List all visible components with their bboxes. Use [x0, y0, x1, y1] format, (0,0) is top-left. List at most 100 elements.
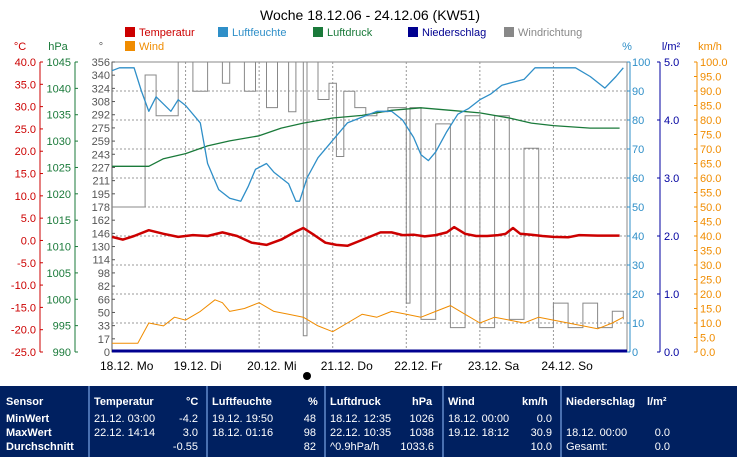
temperature-axis-tick: -20.0 — [11, 325, 36, 337]
direction-axis-tick: 308 — [92, 97, 110, 109]
wind-axis-tick: 60.0 — [700, 173, 721, 185]
direction-axis-tick: 162 — [92, 215, 110, 227]
table-cell-temp-val: -0.55 — [172, 441, 198, 453]
direction-axis-tick: 275 — [92, 123, 110, 135]
pressure-axis-tick: 1035 — [47, 110, 71, 122]
table-cell-temp-time: 22.12. 14:14 — [94, 427, 156, 439]
rain-axis-tick: 5.0 — [664, 57, 679, 69]
direction-axis-tick: 340 — [92, 70, 110, 82]
x-tick-label: 19.12. Di — [174, 359, 222, 373]
temp-header: Temperatur — [94, 396, 154, 408]
axis-unit-label: °C — [14, 41, 26, 53]
axis-unit-label: ° — [99, 41, 103, 53]
hum-unit: % — [308, 396, 318, 408]
rain-axis-tick: 3.0 — [664, 173, 679, 185]
table-cell-wind-val: 30.9 — [530, 427, 552, 439]
temperature-axis-tick: -5.0 — [17, 258, 36, 270]
table-cell-wind-time: 18.12. 00:00 — [448, 413, 510, 425]
x-tick-label: 20.12. Mi — [247, 359, 296, 373]
table-cell-press-val: 1033.6 — [400, 441, 434, 453]
wind-axis-tick: 40.0 — [700, 231, 721, 243]
temperature-axis-tick: 10.0 — [15, 191, 36, 203]
legend-label: Niederschlag — [422, 27, 486, 39]
x-tick-label: 24.12. So — [541, 359, 593, 373]
pressure-axis-tick: 1045 — [47, 57, 71, 69]
humidity-axis-tick: 90 — [632, 86, 644, 98]
hum-header: Luftfeuchte — [212, 396, 272, 408]
chart-title: Woche 18.12.06 - 24.12.06 (KW51) — [260, 7, 480, 23]
series-line-luftdruck — [112, 107, 620, 167]
wind-axis-tick: 10.0 — [700, 318, 721, 330]
temperature-axis-tick: 25.0 — [15, 124, 36, 136]
legend-swatch — [218, 27, 228, 37]
weather-chart: Woche 18.12.06 - 24.12.06 (KW51) Tempera… — [11, 7, 728, 380]
direction-axis-tick: 211 — [92, 176, 110, 188]
table-cell-label: MinWert — [6, 413, 50, 425]
pressure-axis-tick: 1020 — [47, 189, 71, 201]
humidity-axis-tick: 80 — [632, 115, 644, 127]
current-position-marker — [303, 372, 311, 380]
legend-swatch — [504, 27, 514, 37]
direction-axis-tick: 146 — [92, 228, 110, 240]
temperature-axis-tick: 35.0 — [15, 79, 36, 91]
direction-axis-tick: 50 — [98, 307, 110, 319]
temperature-axis-tick: -10.0 — [11, 280, 36, 292]
temperature-axis-tick: 30.0 — [15, 102, 36, 114]
series-line-luftfeuchte — [111, 67, 624, 202]
table-cell-rain-time: 18.12. 00:00 — [566, 427, 628, 439]
pressure-axis-tick: 1010 — [47, 242, 71, 254]
pressure-axis-tick: 1015 — [47, 215, 71, 227]
legend-label: Windrichtung — [518, 27, 582, 39]
direction-axis-tick: 130 — [92, 242, 110, 254]
direction-axis-tick: 178 — [92, 202, 110, 214]
wind-unit: km/h — [522, 396, 548, 408]
axis-unit-labels: °C hPa °% l/m² km/h — [14, 41, 722, 53]
humidity-axis-tick: 40 — [632, 231, 644, 243]
legend-label: Temperatur — [139, 27, 195, 39]
table-cell-hum-val: 98 — [303, 427, 316, 439]
table-cell-label: Durchschnitt — [6, 441, 74, 453]
series-lines — [111, 61, 627, 353]
humidity-axis-tick: 0 — [632, 347, 638, 359]
rain-unit: l/m² — [647, 396, 667, 408]
table-cell-temp-val: 3.0 — [182, 427, 198, 439]
direction-axis-tick: 66 — [98, 294, 110, 306]
wind-axis-tick: 25.0 — [700, 275, 721, 287]
humidity-axis-tick: 100 — [632, 57, 650, 69]
temperature-axis-tick: -15.0 — [11, 302, 36, 314]
pressure-axis-tick: 995 — [53, 321, 71, 333]
direction-axis-tick: 33 — [98, 321, 110, 333]
direction-axis-tick: 227 — [92, 162, 110, 174]
table-cell-wind-time: 19.12. 18:12 — [448, 427, 510, 439]
press-header: Luftdruck — [330, 396, 381, 408]
table-cell-press-time: ^0.9hPa/h — [330, 441, 380, 453]
pressure-axis-tick: 1005 — [47, 268, 71, 280]
wind-axis-tick: 5.0 — [700, 333, 715, 345]
table-cell-hum-time: 19.12. 19:50 — [212, 413, 274, 425]
table-cell-temp-time: 21.12. 03:00 — [94, 413, 156, 425]
series-line-windrichtung — [112, 61, 624, 337]
wind-header: Wind — [448, 396, 475, 408]
legend-swatch — [408, 27, 418, 37]
table-cell-hum-time: 18.12. 01:16 — [212, 427, 274, 439]
direction-axis-tick: 0 — [104, 347, 110, 359]
grid — [111, 61, 628, 353]
direction-axis-tick: 292 — [92, 110, 110, 122]
rain-axis-tick: 2.0 — [664, 231, 679, 243]
table-cell-rain-time: Gesamt: — [566, 441, 608, 453]
wind-axis-tick: 95.0 — [700, 72, 721, 84]
table-cell-hum-val: 48 — [303, 413, 316, 425]
wind-axis-tick: 45.0 — [700, 217, 721, 229]
right-axes: 10090807060504030201005.04.03.02.01.00.0… — [627, 57, 728, 359]
humidity-axis-tick: 10 — [632, 318, 644, 330]
wind-axis-tick: 85.0 — [700, 101, 721, 113]
x-tick-label: 22.12. Fr — [394, 359, 442, 373]
wind-axis-tick: 65.0 — [700, 159, 721, 171]
wind-axis-tick: 30.0 — [700, 260, 721, 272]
rain-axis-tick: 0.0 — [664, 347, 679, 359]
direction-axis-tick: 195 — [92, 189, 110, 201]
direction-axis-tick: 82 — [98, 281, 110, 293]
wind-axis-tick: 55.0 — [700, 188, 721, 200]
left-axes: 40.0 35.0 30.0 25.0 20.0 15.0 10.0 5.0 0.0 -5.0 -1… — [11, 57, 115, 359]
legend-label: Luftdruck — [327, 27, 373, 39]
